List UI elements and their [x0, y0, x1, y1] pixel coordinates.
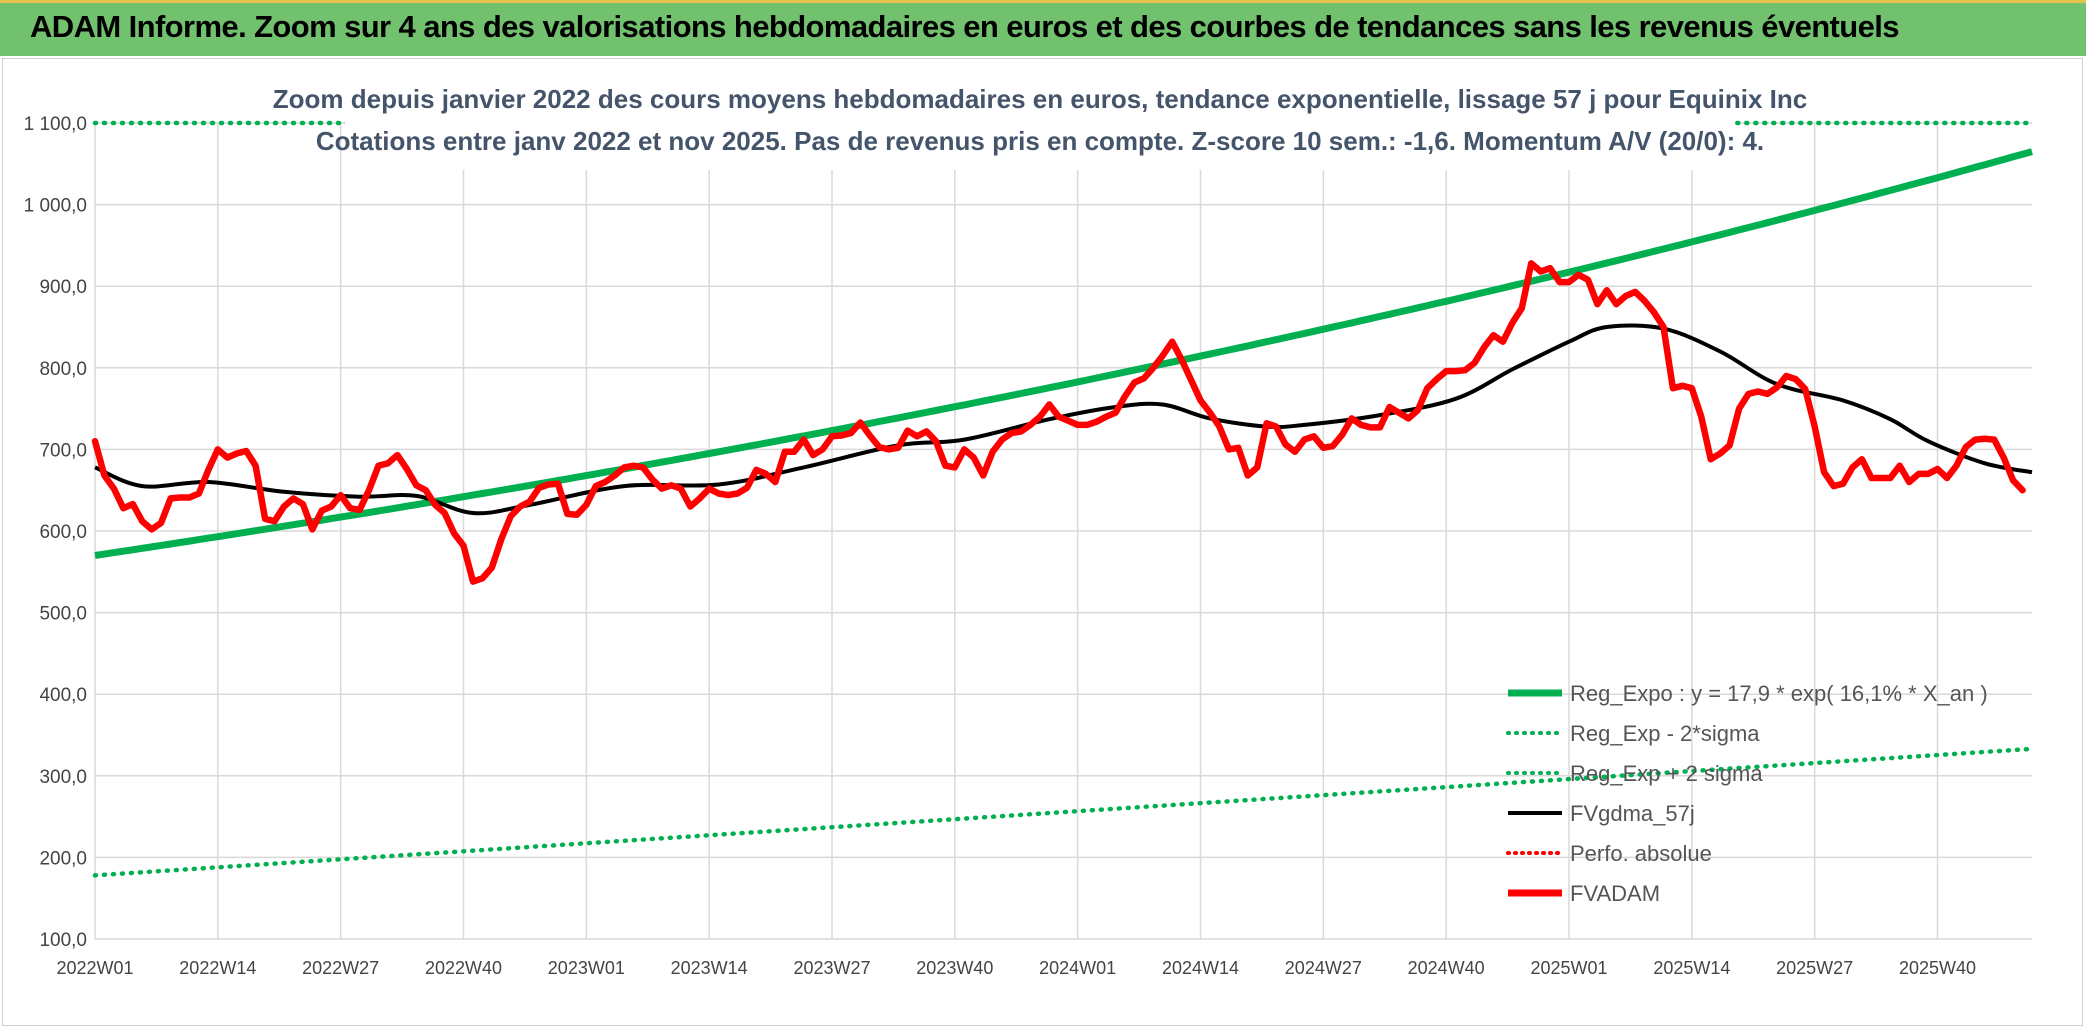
- legend-label-perfo: Perfo. absolue: [1570, 841, 1712, 866]
- series-fvadam: [91, 260, 2026, 585]
- series-fvgdma-57j: [94, 323, 2033, 516]
- report-banner: ADAM Informe. Zoom sur 4 ans des valoris…: [0, 0, 2086, 56]
- x-tick-label: 2022W14: [179, 958, 256, 978]
- y-tick-label: 900,0: [39, 277, 87, 298]
- legend-label-reg-plus: Reg_Exp + 2 sigma: [1570, 761, 1763, 786]
- x-tick-label: 2025W01: [1530, 958, 1607, 978]
- x-tick-label: 2023W40: [916, 958, 993, 978]
- chart-title-line-1: Zoom depuis janvier 2022 des cours moyen…: [273, 84, 1807, 114]
- y-tick-label: 500,0: [39, 604, 87, 625]
- y-tick-label: 100,0: [39, 930, 87, 951]
- y-tick-label: 1 000,0: [24, 196, 87, 217]
- x-tick-label: 2025W14: [1653, 958, 1730, 978]
- legend-label-fvgdma: FVgdma_57j: [1570, 801, 1695, 826]
- chart-title-line-2: Cotations entre janv 2022 et nov 2025. P…: [316, 126, 1764, 156]
- x-tick-label: 2025W27: [1776, 958, 1853, 978]
- x-axis-ticks: 2022W01 2022W14 2022W27 2022W40 2023W01 2023W…: [56, 958, 1976, 978]
- chart-frame: [2, 58, 2083, 1026]
- legend-label-reg-expo: Reg_Expo : y = 17,9 * exp( 16,1% * X_an …: [1570, 681, 1988, 706]
- y-tick-label: 400,0: [39, 685, 87, 706]
- x-tick-label: 2025W40: [1899, 958, 1976, 978]
- legend: Reg_Expo : y = 17,9 * exp( 16,1% * X_an …: [1506, 681, 1988, 906]
- x-tick-label: 2022W27: [302, 958, 379, 978]
- y-tick-label: 300,0: [39, 767, 87, 788]
- x-tick-label: 2023W01: [548, 958, 625, 978]
- series-reg-expo: [94, 148, 2033, 559]
- x-tick-label: 2022W40: [425, 958, 502, 978]
- grid-lines: [94, 122, 2032, 940]
- title-backdrop: [345, 78, 1735, 170]
- x-tick-label: 2023W14: [671, 958, 748, 978]
- y-tick-label: 700,0: [39, 440, 87, 461]
- x-tick-label: 2023W27: [793, 958, 870, 978]
- y-tick-label: 800,0: [39, 359, 87, 380]
- series-lines: [91, 120, 2035, 878]
- legend-label-fvadam: FVADAM: [1570, 881, 1660, 906]
- report-title: ADAM Informe. Zoom sur 4 ans des valoris…: [30, 9, 1900, 44]
- x-tick-label: 2024W01: [1039, 958, 1116, 978]
- y-tick-label: 200,0: [39, 848, 87, 869]
- series-reg-exp-minus-2-sigma: [92, 746, 2035, 878]
- x-tick-label: 2024W40: [1408, 958, 1485, 978]
- y-tick-label: 600,0: [39, 522, 87, 543]
- legend-label-reg-minus: Reg_Exp - 2*sigma: [1570, 721, 1760, 746]
- x-tick-label: 2022W01: [56, 958, 133, 978]
- x-tick-label: 2024W14: [1162, 958, 1239, 978]
- y-tick-label: 1 100,0: [24, 114, 87, 135]
- x-tick-label: 2024W27: [1285, 958, 1362, 978]
- y-axis-ticks: 100,0 200,0 300,0 400,0 500,0 600,0 700,0 800,0…: [24, 114, 87, 951]
